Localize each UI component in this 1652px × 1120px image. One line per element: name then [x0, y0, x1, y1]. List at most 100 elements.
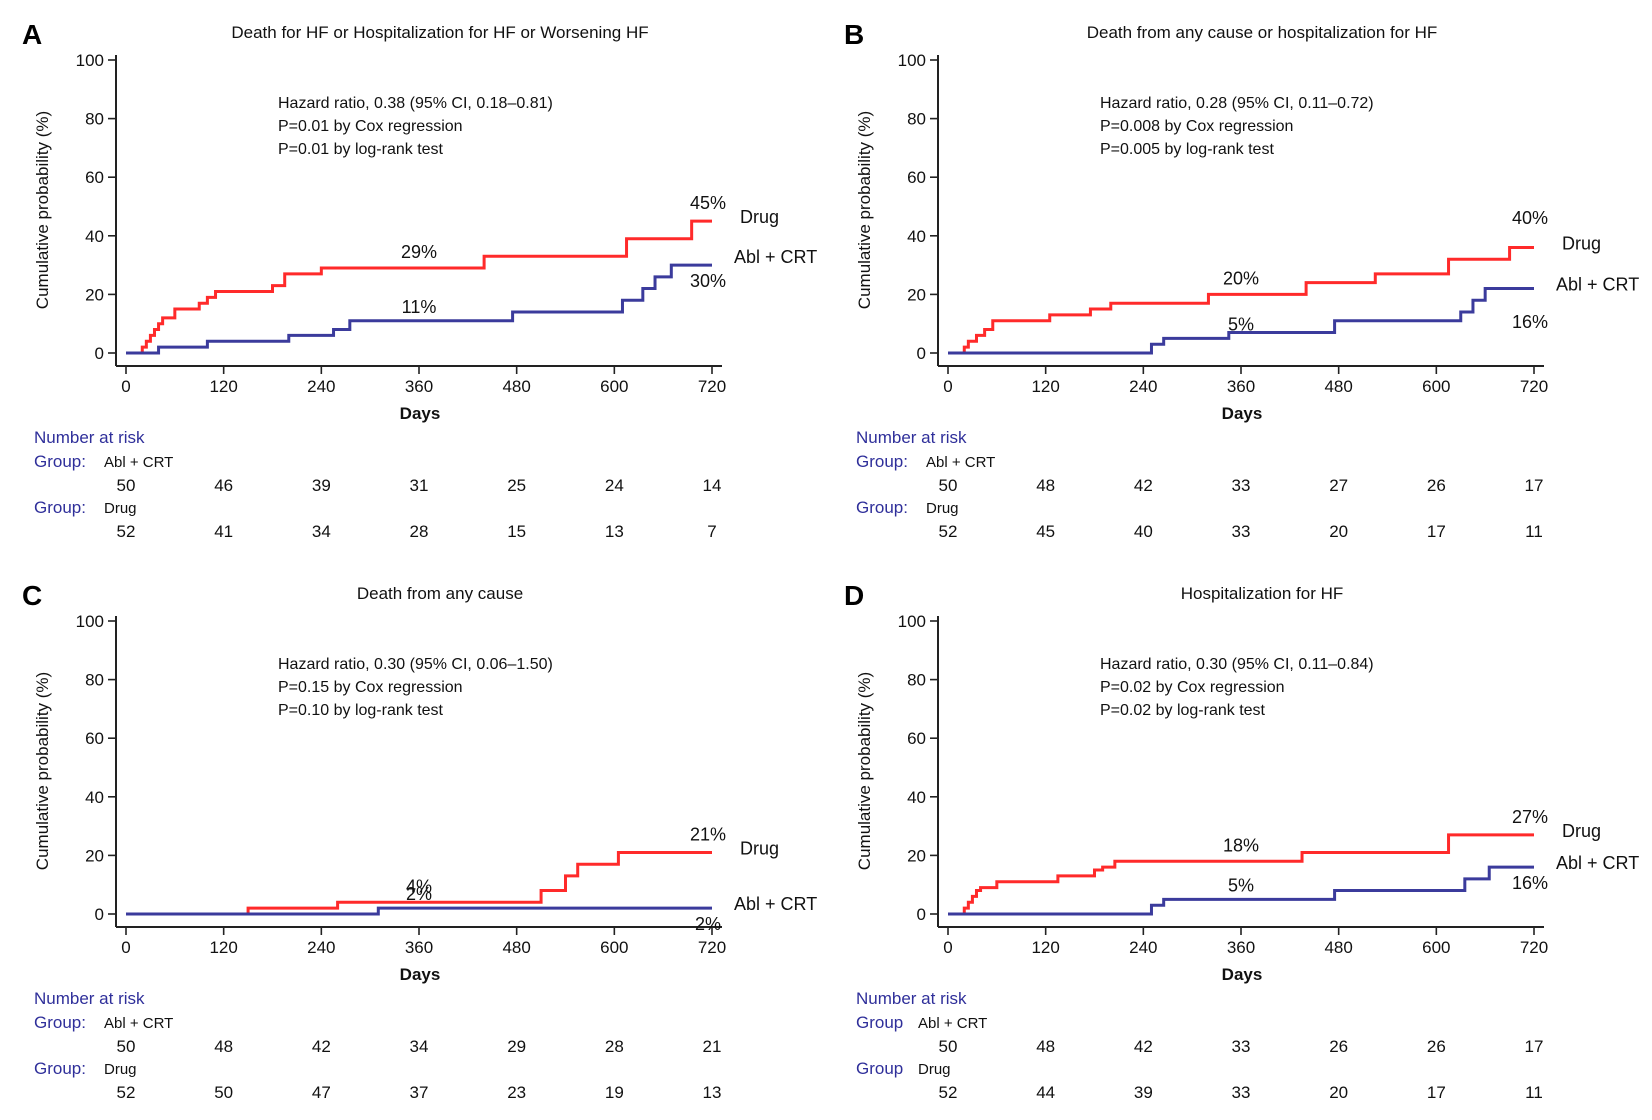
- x-axis-title: Days: [1222, 404, 1263, 423]
- risk-value: 20: [1329, 522, 1348, 541]
- risk-group-prefix: Group:: [34, 498, 86, 517]
- y-tick-label: 40: [907, 227, 926, 246]
- chart-panel-a: A Death for HF or Hospitalization for HF …: [22, 19, 817, 541]
- x-tick-label: 360: [405, 377, 433, 396]
- risk-value: 50: [117, 1037, 136, 1056]
- series-line-drug: [948, 246, 1534, 355]
- x-axis-title: Days: [400, 965, 441, 984]
- x-tick-label: 0: [943, 938, 952, 957]
- x-tick-label: 480: [1324, 938, 1352, 957]
- x-axis-title: Days: [1222, 965, 1263, 984]
- risk-value: 13: [605, 522, 624, 541]
- risk-value: 29: [507, 1037, 526, 1056]
- y-tick-label: 0: [917, 905, 926, 924]
- stats-line: P=0.02 by Cox regression: [1100, 679, 1285, 696]
- risk-value: 25: [507, 476, 526, 495]
- chart-panel-d: D Hospitalization for HF 0 20 40 60 80 100 0 120 2…: [844, 580, 1639, 1102]
- risk-group-prefix: Group:: [856, 498, 908, 517]
- risk-value: 34: [312, 522, 331, 541]
- y-tick-label: 80: [907, 671, 926, 690]
- risk-value: 42: [312, 1037, 331, 1056]
- risk-table-title: Number at risk: [856, 989, 967, 1008]
- panel-label: A: [22, 19, 42, 50]
- panel-label: B: [844, 19, 864, 50]
- risk-value: 46: [214, 476, 233, 495]
- stats-line: P=0.02 by log-rank test: [1100, 702, 1266, 719]
- end-value-label: 30%: [690, 271, 726, 291]
- risk-value: 45: [1036, 522, 1055, 541]
- risk-group-name: Abl + CRT: [918, 1015, 987, 1032]
- x-tick-label: 240: [307, 377, 335, 396]
- chart-title: Death for HF or Hospitalization for HF o…: [231, 23, 648, 42]
- stats-line: Hazard ratio, 0.28 (95% CI, 0.11–0.72): [1100, 95, 1374, 112]
- risk-group-prefix: Group: [856, 1013, 903, 1032]
- risk-value: 42: [1134, 476, 1153, 495]
- y-tick-label: 40: [85, 788, 104, 807]
- x-tick-label: 0: [121, 377, 130, 396]
- mid-value-label: 29%: [401, 242, 437, 262]
- y-axis-title: Cumulative probability (%): [855, 111, 874, 309]
- series-line-drug: [126, 219, 712, 355]
- risk-value: 17: [1427, 1083, 1446, 1102]
- y-tick-label: 100: [76, 612, 104, 631]
- risk-group-name: Abl + CRT: [104, 454, 173, 471]
- end-value-label: 16%: [1512, 312, 1548, 332]
- y-tick-label: 40: [907, 788, 926, 807]
- x-tick-label: 240: [1129, 938, 1157, 957]
- risk-value: 50: [117, 476, 136, 495]
- risk-value: 42: [1134, 1037, 1153, 1056]
- series-line-drug: [126, 850, 712, 916]
- risk-value: 37: [410, 1083, 429, 1102]
- y-tick-label: 100: [898, 51, 926, 70]
- x-tick-label: 600: [600, 938, 628, 957]
- risk-value: 28: [605, 1037, 624, 1056]
- y-axis-title: Cumulative probability (%): [33, 111, 52, 309]
- legend-label-abl-crt: Abl + CRT: [734, 247, 817, 267]
- x-tick-label: 120: [209, 377, 237, 396]
- mid-value-label: 18%: [1223, 835, 1259, 855]
- legend-label-drug: Drug: [740, 207, 779, 227]
- x-tick-label: 600: [1422, 938, 1450, 957]
- risk-value: 17: [1525, 1037, 1544, 1056]
- risk-value: 15: [507, 522, 526, 541]
- y-tick-label: 0: [917, 344, 926, 363]
- x-tick-label: 240: [1129, 377, 1157, 396]
- chart-panel-c: C Death from any cause 0 20 40 60 80 100 0 120 240…: [22, 580, 817, 1102]
- end-value-label: 21%: [690, 824, 726, 844]
- risk-group-prefix: Group: [856, 1059, 903, 1078]
- stats-line: P=0.01 by Cox regression: [278, 118, 463, 135]
- y-tick-label: 0: [95, 344, 104, 363]
- y-tick-label: 20: [907, 846, 926, 865]
- risk-value: 17: [1427, 522, 1446, 541]
- panel-label: C: [22, 580, 42, 611]
- y-tick-label: 60: [85, 168, 104, 187]
- risk-group-prefix: Group:: [34, 1059, 86, 1078]
- risk-value: 26: [1427, 1037, 1446, 1056]
- stats-line: P=0.10 by log-rank test: [278, 702, 444, 719]
- mid-value-label: 2%: [406, 884, 432, 904]
- y-tick-label: 100: [898, 612, 926, 631]
- risk-table-title: Number at risk: [856, 428, 967, 447]
- end-value-label: 27%: [1512, 807, 1548, 827]
- risk-value: 19: [605, 1083, 624, 1102]
- stats-line: Hazard ratio, 0.30 (95% CI, 0.11–0.84): [1100, 656, 1374, 673]
- risk-group-name: Drug: [104, 500, 137, 517]
- y-tick-label: 20: [85, 846, 104, 865]
- mid-value-label: 20%: [1223, 268, 1259, 288]
- mid-value-label: 5%: [1228, 875, 1254, 895]
- legend-label-abl-crt: Abl + CRT: [1556, 853, 1639, 873]
- mid-value-label: 5%: [1228, 314, 1254, 334]
- legend-label-drug: Drug: [1562, 234, 1601, 254]
- mid-value-label: 11%: [402, 297, 437, 317]
- x-tick-label: 120: [1031, 377, 1059, 396]
- chart-title: Death from any cause or hospitalization …: [1087, 23, 1438, 42]
- x-tick-label: 480: [502, 377, 530, 396]
- chart-panel-b: B Death from any cause or hospitalization…: [844, 19, 1639, 541]
- stats-line: Hazard ratio, 0.30 (95% CI, 0.06–1.50): [278, 656, 553, 673]
- chart-title: Death from any cause: [357, 584, 523, 603]
- risk-value: 27: [1329, 476, 1348, 495]
- risk-value: 23: [507, 1083, 526, 1102]
- risk-group-name: Drug: [926, 500, 959, 517]
- x-tick-label: 480: [1324, 377, 1352, 396]
